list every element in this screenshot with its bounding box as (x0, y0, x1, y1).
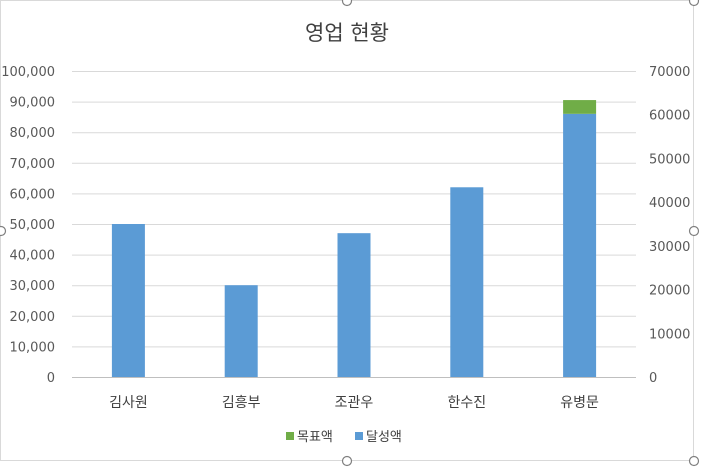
resize-handle-right[interactable] (688, 225, 700, 237)
left-tick-label: 10,000 (10, 340, 56, 355)
legend-swatch (286, 432, 294, 440)
resize-handle-top-right[interactable] (688, 0, 700, 7)
bars (111, 100, 597, 377)
left-tick-label: 40,000 (10, 249, 56, 264)
resize-handle-left[interactable] (0, 225, 7, 237)
left-tick-label: 70,000 (10, 157, 56, 172)
category-label: 조관우 (335, 395, 374, 411)
category-label: 김사원 (109, 395, 148, 411)
legend-swatch (355, 432, 363, 440)
chart-title: 영업 현황 (305, 21, 389, 45)
left-tick-label: 60,000 (10, 187, 56, 202)
category-label: 한수진 (447, 395, 486, 411)
bar-달성액[interactable] (111, 224, 145, 377)
left-tick-label: 90,000 (10, 96, 56, 111)
legend-label: 목표액 (297, 430, 333, 445)
legend-label: 달성액 (366, 430, 402, 445)
bar-달성액[interactable] (563, 113, 597, 377)
right-tick-label: 0 (649, 371, 657, 386)
bar-달성액[interactable] (337, 233, 371, 377)
bar-달성액[interactable] (224, 285, 258, 377)
right-tick-label: 40000 (649, 196, 690, 211)
category-label: 김흥부 (222, 395, 261, 411)
legend: 목표액 달성액 (286, 430, 402, 445)
right-tick-label: 20000 (649, 284, 690, 299)
left-tick-label: 30,000 (10, 279, 56, 294)
right-tick-label: 70000 (649, 65, 690, 80)
gridlines (72, 71, 636, 348)
left-tick-label: 100,000 (1, 65, 55, 80)
bar-달성액[interactable] (450, 187, 484, 377)
right-tick-label: 50000 (649, 152, 690, 167)
category-labels: 김사원 김흥부 조관우 한수진 유병문 (109, 395, 599, 411)
left-axis-ticks: 0 10,000 20,000 30,000 40,000 50,000 60,000 70,… (1, 65, 55, 386)
category-label: 유병문 (560, 395, 599, 411)
resize-handle-bottom[interactable] (341, 455, 353, 467)
left-tick-label: 20,000 (10, 310, 56, 325)
left-tick-label: 80,000 (10, 126, 56, 141)
right-tick-label: 10000 (649, 327, 690, 342)
right-tick-label: 30000 (649, 240, 690, 255)
left-tick-label: 50,000 (10, 218, 56, 233)
right-axis-ticks: 0 10000 20000 30000 40000 50000 60000 70000 (649, 65, 690, 386)
right-tick-label: 60000 (649, 109, 690, 124)
resize-handle-bottom-right[interactable] (688, 455, 700, 467)
left-tick-label: 0 (47, 371, 55, 386)
resize-handle-top[interactable] (341, 0, 353, 7)
bar-목표액[interactable] (563, 100, 597, 114)
